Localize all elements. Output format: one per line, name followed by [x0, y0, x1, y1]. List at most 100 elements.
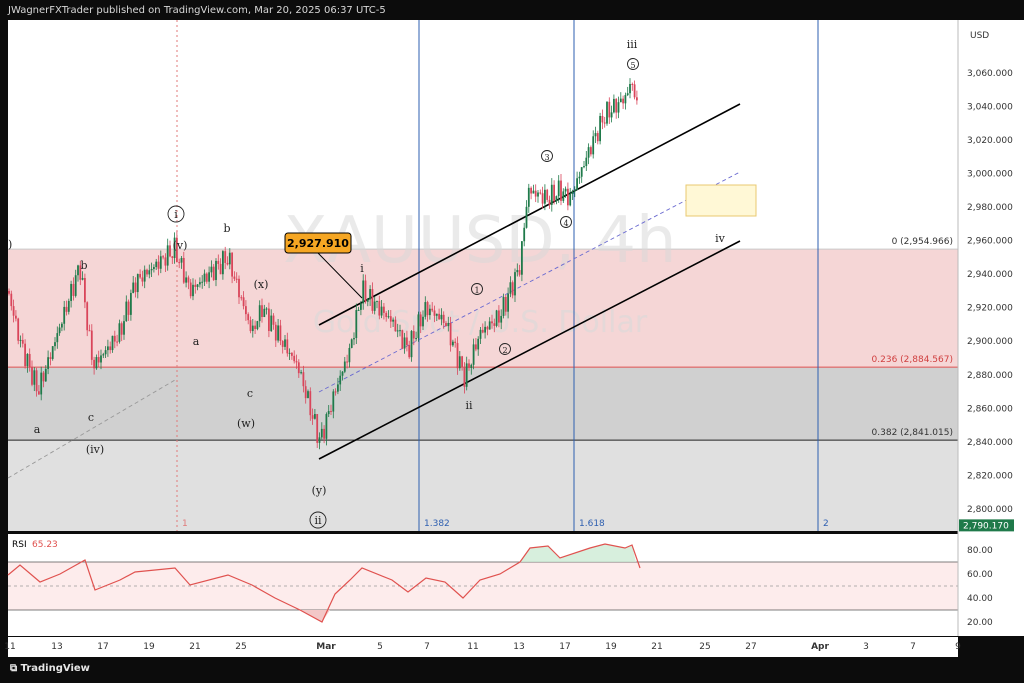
candle-body: [318, 437, 321, 443]
candle-body: [196, 284, 199, 287]
candle-body: [293, 355, 296, 362]
candle-body: [633, 84, 636, 98]
candle-body: [141, 277, 144, 282]
candle-body: [35, 370, 38, 392]
wave-label: ): [8, 238, 12, 251]
candle-body: [212, 266, 215, 280]
candle-body: [309, 391, 312, 416]
rsi-label: RSI: [12, 540, 27, 550]
x-tick-label: 7: [424, 642, 430, 652]
candle-body: [576, 178, 578, 191]
y-tick-label: 2,980.000: [967, 203, 1013, 213]
y-tick-label: 2,960.000: [967, 237, 1013, 247]
candle-body: [629, 84, 631, 94]
candle-body: [107, 346, 109, 351]
candle-body: [311, 415, 314, 419]
candle-body: [265, 308, 268, 310]
candle-body: [113, 335, 116, 342]
candle-body: [392, 319, 394, 322]
wave-label-circle: [499, 343, 511, 355]
candle-body: [587, 147, 590, 158]
candle-body: [622, 98, 624, 104]
candle-body: [258, 305, 261, 322]
candle-body: [274, 324, 277, 341]
candle-body: [571, 191, 574, 194]
candle-body: [38, 391, 40, 395]
fib-label: 0.382 (2,841.015): [872, 428, 953, 438]
candle-body: [270, 315, 273, 331]
fib-time-label: 1.618: [579, 519, 605, 529]
candle-body: [498, 310, 500, 323]
trend-dashed: [7, 379, 176, 479]
candle-body: [205, 273, 208, 282]
candle-body: [383, 306, 385, 313]
candle-body: [624, 95, 627, 104]
candle-body: [601, 115, 604, 123]
candle-body: [81, 277, 84, 280]
time-axis: [8, 637, 958, 657]
candle-body: [631, 84, 634, 86]
brand-label: TradingView: [20, 663, 90, 674]
candle-body: [187, 277, 190, 283]
candle-body: [484, 326, 486, 333]
candle-body: [617, 102, 620, 113]
candle-body: [116, 341, 118, 343]
candle-body: [70, 283, 72, 301]
candle-body: [166, 245, 169, 266]
callout-pointer: [317, 252, 363, 299]
candle-body: [419, 314, 422, 327]
candle-body: [456, 343, 459, 369]
candle-body: [429, 308, 431, 316]
y-tick-label: 2,840.000: [967, 438, 1013, 448]
candle-body: [291, 352, 293, 356]
y-tick-label: 3,020.000: [967, 136, 1013, 146]
x-tick-label: 25: [235, 642, 246, 652]
candle-body: [557, 180, 560, 197]
candle-body: [63, 306, 66, 324]
wave-label-circle: [471, 283, 483, 295]
candle-body: [263, 308, 266, 318]
candle-body: [203, 273, 206, 282]
fib-zone-upper: [8, 249, 958, 368]
candle-body: [495, 310, 498, 326]
candle-body: [224, 251, 227, 263]
candle-body: [477, 338, 480, 350]
candle-body: [463, 366, 466, 387]
channel-upper: [318, 103, 741, 326]
candle-body: [297, 362, 300, 374]
candle-body: [21, 339, 24, 344]
candle-body: [539, 192, 542, 194]
candle-body: [65, 306, 68, 312]
candle-body: [357, 309, 360, 311]
candle-body: [162, 256, 164, 258]
candle-body: [518, 270, 521, 275]
candle-body: [592, 136, 595, 155]
candle-body: [330, 410, 332, 412]
candle-body: [171, 256, 174, 258]
candle-body: [578, 176, 581, 179]
candle-body: [19, 339, 22, 341]
candle-body: [583, 166, 585, 168]
wave-label: 4: [563, 219, 568, 228]
candle-body: [380, 306, 383, 316]
candle-body: [465, 363, 468, 387]
x-tick-label: Apr: [811, 642, 829, 652]
candle-body: [431, 308, 434, 311]
candle-body: [353, 338, 355, 340]
candle-body: [136, 274, 139, 293]
candle-body: [240, 297, 243, 299]
candle-body: [201, 281, 204, 283]
candle-body: [233, 276, 236, 279]
candle-body: [334, 391, 337, 393]
candle-body: [488, 321, 491, 330]
candle-body: [90, 330, 93, 360]
candle-body: [302, 372, 305, 387]
candle-body: [210, 266, 213, 273]
candle-body: [532, 190, 535, 194]
candle-body: [238, 278, 240, 298]
candle-body: [256, 321, 259, 330]
candle-body: [148, 270, 151, 275]
candle-body: [424, 302, 427, 317]
candle-body: [546, 189, 549, 200]
